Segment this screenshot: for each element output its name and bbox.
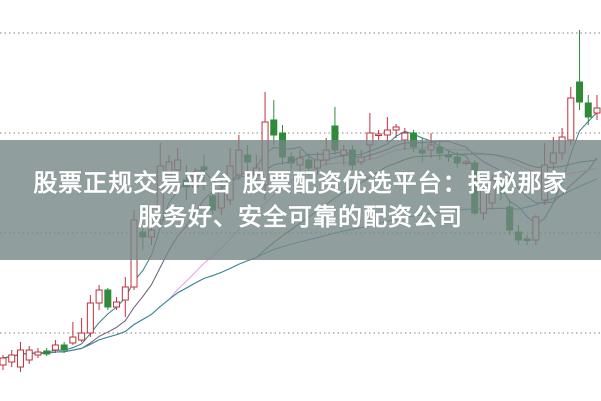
candle-body [69, 336, 77, 344]
title-line-1: 股票正规交易平台 股票配资优选平台：揭秘那家 [33, 169, 568, 197]
candle-body [383, 129, 391, 136]
candle [121, 277, 129, 317]
candle-body [270, 119, 278, 136]
candle [8, 350, 16, 367]
candle-body [375, 133, 383, 136]
candle [113, 297, 121, 310]
candle-body [34, 351, 42, 356]
candle-body [401, 132, 409, 141]
title-line-2: 服务好、安全可靠的配资公司 [138, 203, 463, 231]
candle-body [16, 349, 24, 368]
candle [392, 124, 400, 138]
candle [104, 288, 112, 310]
candle-body [567, 97, 575, 141]
candle [60, 342, 68, 353]
title-banner: 股票正规交易平台 股票配资优选平台：揭秘那家 服务好、安全可靠的配资公司 [0, 140, 601, 260]
candle [593, 95, 601, 120]
candle [86, 295, 94, 337]
candle [43, 348, 51, 356]
candle-body [60, 344, 68, 351]
candle-body [104, 289, 112, 308]
candle [576, 30, 584, 110]
candle [584, 95, 592, 125]
candle-body [86, 302, 94, 334]
candle-body [51, 344, 59, 351]
candle-body [392, 126, 400, 131]
candle [375, 130, 383, 140]
candle [0, 355, 7, 370]
candle-body [25, 349, 33, 361]
candle [567, 87, 575, 145]
candle [270, 100, 278, 145]
candle [69, 322, 77, 345]
candle [16, 342, 24, 372]
candle [51, 340, 59, 353]
candle [34, 348, 42, 358]
candle-body [113, 301, 121, 308]
candle [95, 285, 103, 310]
candle [383, 117, 391, 142]
candle-body [8, 354, 16, 363]
candle-body [593, 107, 601, 114]
candle-body [121, 286, 129, 301]
candle-body [576, 81, 584, 103]
candle [78, 318, 86, 342]
candle [25, 346, 33, 364]
candle-body [95, 289, 103, 304]
candle-body [584, 102, 592, 118]
candle-body [43, 350, 51, 355]
candle-body [0, 357, 7, 366]
candle-body [78, 332, 86, 341]
